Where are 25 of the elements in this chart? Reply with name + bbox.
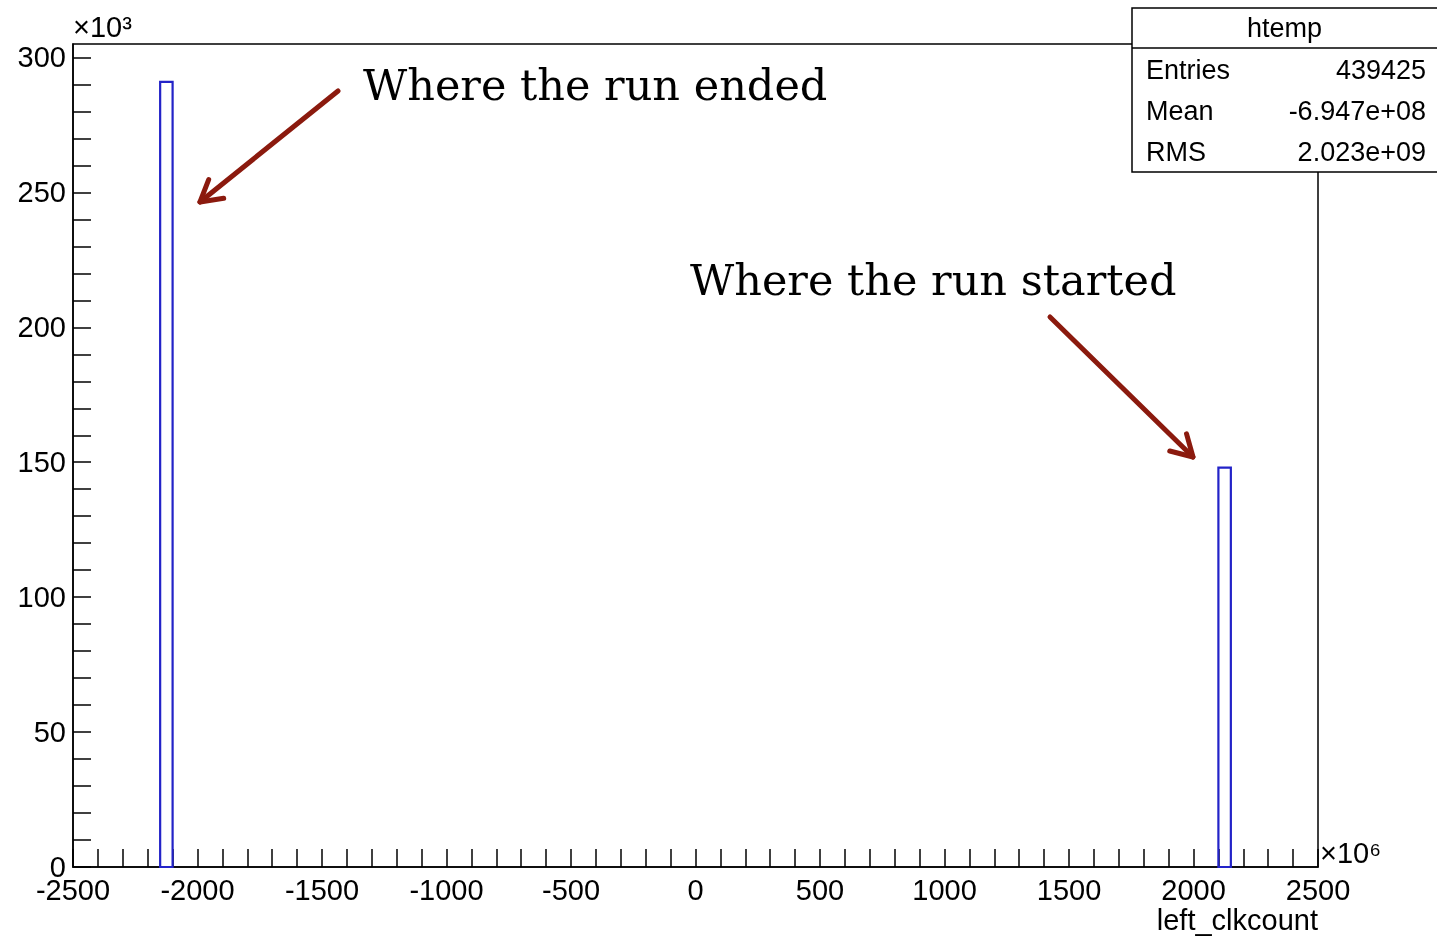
text: ×10⁶ xyxy=(1320,837,1382,869)
x-tick-label: 0 xyxy=(687,873,704,906)
x-tick-label: 2000 xyxy=(1161,873,1226,906)
x-tick-label: -1000 xyxy=(409,873,484,906)
x-tick-label: 1500 xyxy=(1036,873,1102,906)
x-tick-label: 500 xyxy=(795,873,845,906)
y-axis-title: ×10³ xyxy=(73,10,133,43)
x-tick-label: -1500 xyxy=(284,873,360,906)
y-tick-label: 300 xyxy=(17,41,66,74)
x-tick-label: 1000 xyxy=(912,873,977,906)
x-tick-label: 2500 xyxy=(1285,873,1351,906)
annotation: Where the run ended xyxy=(363,60,828,110)
y-tick-label: 50 xyxy=(33,716,66,749)
text: Entries 439425 xyxy=(1146,55,1426,85)
text: htemp xyxy=(1246,13,1323,43)
text: RMS 2.023e+09 xyxy=(1146,137,1426,167)
y-tick-label: 100 xyxy=(17,581,66,614)
y-tick-label: 150 xyxy=(17,446,66,479)
x-axis-title: left_clkcount xyxy=(1156,903,1318,936)
y-tick-label: 250 xyxy=(17,176,66,209)
y-tick-label: 200 xyxy=(17,311,66,344)
text: Mean -6.947e+08 xyxy=(1146,96,1426,126)
annotation: Where the run started xyxy=(690,255,1177,305)
x-tick-label: -2000 xyxy=(160,873,235,906)
x-tick-label: -500 xyxy=(541,873,601,906)
